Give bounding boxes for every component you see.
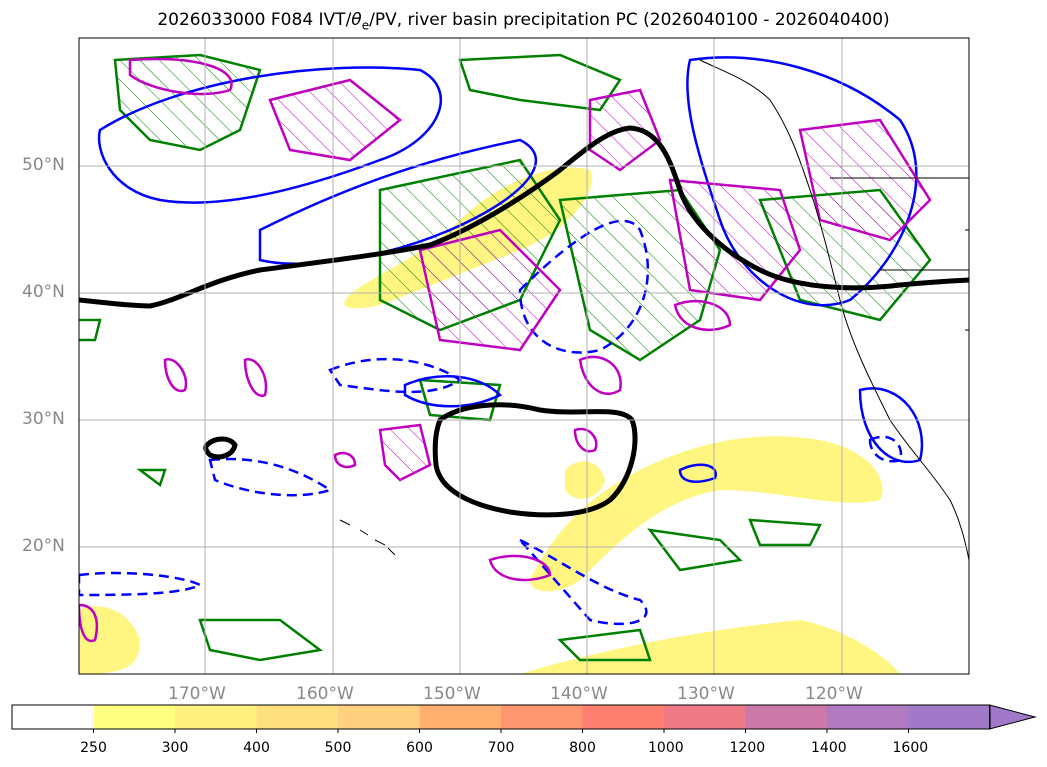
lon-label: 140°W: [550, 684, 608, 704]
colorbar-tick-label: 1200: [729, 740, 766, 756]
colorbar-tick-label: 1400: [811, 740, 847, 756]
colorbar-segment: [582, 705, 665, 729]
coastline-layer: [339, 59, 969, 561]
colorbar-segment: [175, 705, 257, 729]
map-title: 2026033000 F084 IVT/θe/PV, river basin p…: [0, 10, 1047, 32]
colorbar-tick-label: 1600: [892, 740, 929, 756]
colorbar-tick-label: 600: [406, 740, 433, 756]
colorbar-segment: [93, 705, 176, 729]
lon-label: 150°W: [423, 684, 481, 704]
lon-label: 170°W: [168, 684, 226, 704]
pv-contour-layer: [79, 57, 932, 643]
jet-contour-layer: [79, 125, 969, 518]
lat-label: 20°N: [22, 536, 65, 556]
colorbar-tick-label: 500: [324, 740, 352, 756]
title-sub: e: [361, 18, 370, 33]
colorbar-segment: [501, 705, 583, 729]
title-suffix: /PV, river basin precipitation PC (20260…: [369, 10, 890, 30]
colorbar-tick-label: 800: [569, 740, 596, 756]
colorbar-tick-label: 400: [243, 740, 270, 756]
colorbar-segment: [338, 705, 420, 729]
colorbar-segment: [664, 705, 746, 729]
colorbar-tick-label: 700: [487, 740, 515, 756]
gridlines: [79, 38, 969, 674]
map-frame: [78, 37, 970, 675]
lat-label: 50°N: [22, 155, 65, 175]
colorbar-tick-label: 250: [80, 740, 107, 756]
colorbar-extend-arrow: [989, 704, 1037, 730]
lon-label: 160°W: [296, 684, 354, 704]
colorbar-segment: [256, 705, 339, 729]
colorbar-tick-label: 300: [161, 740, 189, 756]
colorbar-tick-label: 1000: [648, 740, 684, 756]
colorbar-segment: [419, 705, 502, 729]
colorbar: [11, 704, 1037, 733]
lon-label: 120°W: [805, 684, 863, 704]
lat-label: 40°N: [22, 282, 65, 302]
colorbar-segment: [827, 705, 909, 729]
lat-label: 30°N: [22, 409, 65, 429]
colorbar-segment: [908, 705, 991, 729]
title-prefix: 2026033000 F084 IVT/: [157, 10, 352, 30]
title-theta: θ: [351, 10, 362, 30]
colorbar-segment: [12, 705, 94, 729]
theta-e-dashed-layer: [79, 219, 903, 626]
lon-label: 130°W: [677, 684, 735, 704]
map-area: [79, 38, 969, 674]
colorbar-segment: [745, 705, 828, 729]
